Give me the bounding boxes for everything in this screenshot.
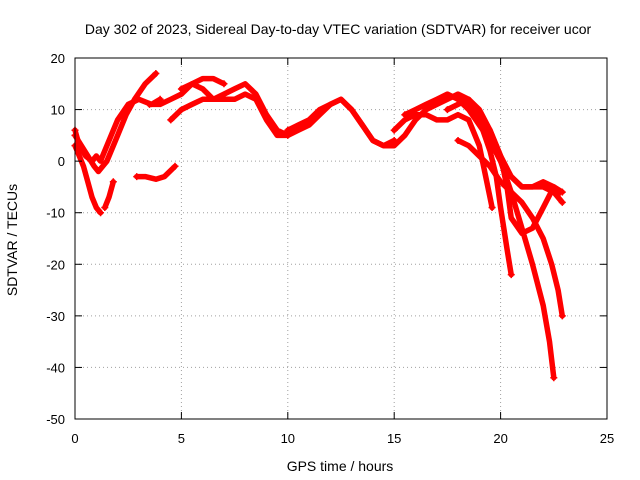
data-point-arc-3	[152, 69, 160, 77]
series-line-arc-4	[102, 179, 117, 211]
series-line-arc-5	[133, 163, 178, 182]
x-tick-label: 15	[387, 431, 401, 446]
data-point-arc-12	[443, 106, 451, 114]
grid	[75, 58, 607, 419]
x-tick-label: 0	[71, 431, 78, 446]
x-axis-label: GPS time / hours	[287, 458, 394, 474]
data-point-arc-13	[454, 95, 462, 103]
data-point-arc-9	[507, 271, 515, 279]
series-line-arc-14	[465, 101, 566, 237]
data-point-arc-10	[390, 126, 398, 134]
data-point-arc-5	[171, 162, 179, 170]
y-tick-label: 0	[58, 154, 65, 169]
series-line-arc-12	[444, 96, 566, 206]
x-tick-label: 10	[281, 431, 295, 446]
data-point-arc-11	[401, 111, 409, 119]
data-point-arc-9	[284, 126, 292, 134]
data-point-arc-4	[101, 204, 109, 212]
data-point-arc-5	[133, 173, 141, 181]
y-tick-label: -40	[46, 360, 65, 375]
x-tick-label: 5	[178, 431, 185, 446]
data-point-arc-4	[109, 178, 117, 186]
series-line-arc-2	[72, 142, 104, 216]
y-tick-label: 10	[51, 103, 65, 118]
data-point-arc-2	[97, 209, 105, 217]
plot-frame	[74, 57, 608, 420]
series-line-arc-15	[455, 137, 566, 319]
data-point-arc-8	[177, 85, 185, 93]
y-tick-label: -20	[46, 257, 65, 272]
data-point-arc-13	[550, 374, 558, 382]
y-tick-label: -50	[46, 412, 65, 427]
data-point-arc-14	[465, 100, 473, 108]
data-point-arc-14	[558, 188, 566, 196]
axis-ticks: 0 5 10 15 20 25 -50 -40 -30 -20 -10 0 10 20	[46, 51, 614, 446]
y-axis-label: SDTVAR / TECUs	[4, 184, 20, 296]
data-point-arc-15	[454, 137, 462, 145]
series-line-arc-8	[178, 81, 291, 139]
data-point-arc-7	[167, 116, 175, 124]
x-tick-label: 25	[600, 431, 614, 446]
series-line-arc-9	[285, 91, 514, 278]
data-point-arc-12	[558, 198, 566, 206]
data-point-arc-10	[488, 204, 496, 212]
y-tick-label: -10	[46, 206, 65, 221]
y-tick-label: 20	[51, 51, 65, 66]
data-series	[71, 69, 566, 382]
y-tick-label: -30	[46, 309, 65, 324]
data-point-arc-6	[220, 80, 228, 88]
x-tick-label: 20	[493, 431, 507, 446]
data-point-arc-6	[145, 100, 153, 108]
data-point-arc-15	[558, 312, 566, 320]
chart-title: Day 302 of 2023, Sidereal Day-to-day VTE…	[85, 21, 592, 37]
series-line-arc-3	[72, 70, 159, 175]
